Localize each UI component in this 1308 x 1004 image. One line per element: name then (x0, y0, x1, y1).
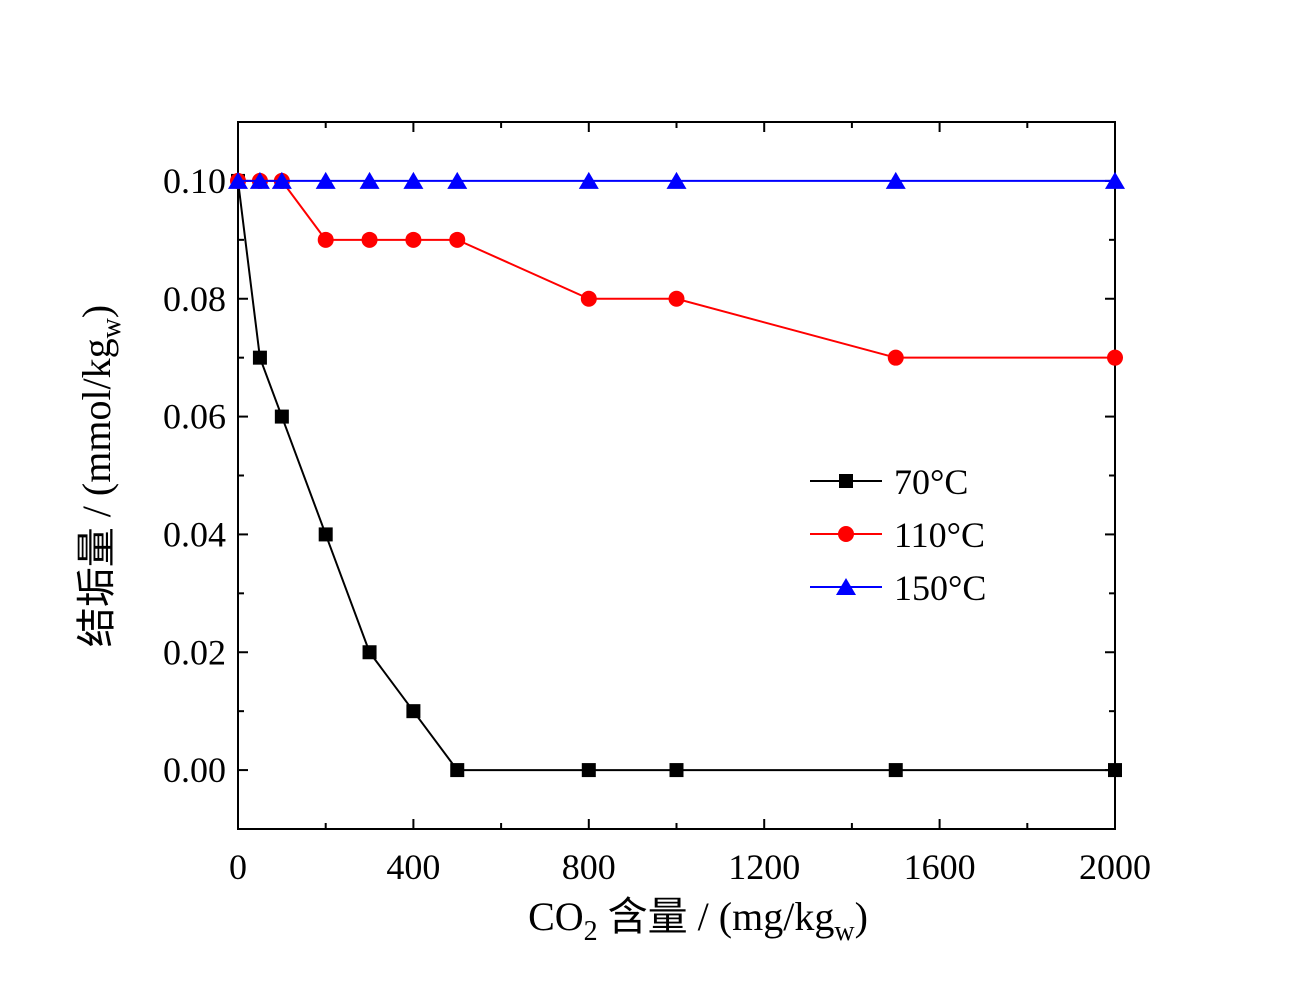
data-point (888, 763, 903, 778)
data-point (1105, 171, 1125, 189)
legend-label-110c: 110°C (894, 515, 985, 555)
data-point (1107, 349, 1123, 366)
data-point (580, 290, 597, 307)
data-point (317, 231, 334, 248)
y-tick-label: 0.02 (163, 632, 226, 672)
x-tick-label: 400 (386, 847, 440, 887)
data-point (359, 171, 380, 189)
x-tick-label: 0 (229, 847, 247, 887)
series-line (238, 179, 1115, 359)
legend-marker-circle (838, 526, 854, 542)
x-tick-label: 1200 (728, 847, 800, 887)
series-110°C (230, 172, 1123, 366)
data-point (406, 704, 421, 719)
legend-marker-square (839, 474, 853, 488)
y-tick-label: 0.00 (163, 750, 226, 790)
data-point (361, 231, 378, 248)
legend-item-70c: 70°C (810, 462, 968, 502)
data-point (274, 409, 289, 424)
data-point (315, 171, 336, 189)
data-point (666, 171, 687, 189)
data-point (249, 171, 270, 189)
data-point (668, 290, 685, 307)
data-point (450, 763, 465, 778)
data-point (318, 527, 333, 542)
x-tick-label: 2000 (1079, 847, 1151, 887)
legend-label-150c: 150°C (894, 568, 986, 608)
series-line (237, 180, 1115, 772)
legend-label-70c: 70°C (894, 462, 968, 502)
legend-item-150c: 150°C (810, 568, 986, 608)
y-axis-title: 结垢量 / (mmol/kgw) (74, 305, 127, 647)
data-point (271, 171, 292, 189)
data-point (578, 171, 599, 189)
legend: 70°C 110°C 150°C (810, 462, 986, 608)
plot-area-frame (237, 121, 1116, 830)
y-tick-label: 0.08 (163, 279, 226, 319)
x-tick-label: 1600 (904, 847, 976, 887)
data-point (447, 171, 468, 189)
series-layer (228, 171, 1125, 778)
y-axis-ticks: 0.00 0.02 0.04 0.06 0.08 0.10 (163, 121, 1115, 830)
x-tick-label: 800 (562, 847, 616, 887)
x-axis-ticks: 0 400 800 1200 1600 2000 (229, 122, 1151, 887)
data-point (403, 171, 424, 189)
data-point (449, 231, 466, 248)
data-point (669, 763, 684, 778)
data-point (252, 350, 267, 365)
series-150°C (228, 171, 1125, 189)
data-point (1108, 763, 1122, 778)
data-point (228, 171, 248, 189)
y-tick-label: 0.04 (163, 514, 226, 554)
data-point (885, 171, 906, 189)
data-point (405, 231, 422, 248)
legend-marker-triangle (836, 578, 856, 595)
x-axis-title: CO2 含量 / (mg/kgw) (528, 894, 868, 947)
series-70°C (231, 173, 1122, 778)
data-point (887, 349, 904, 366)
data-point (581, 763, 596, 778)
legend-item-110c: 110°C (810, 515, 985, 555)
y-tick-label: 0.10 (163, 161, 226, 201)
y-tick-label: 0.06 (163, 397, 226, 437)
data-point (362, 645, 377, 660)
